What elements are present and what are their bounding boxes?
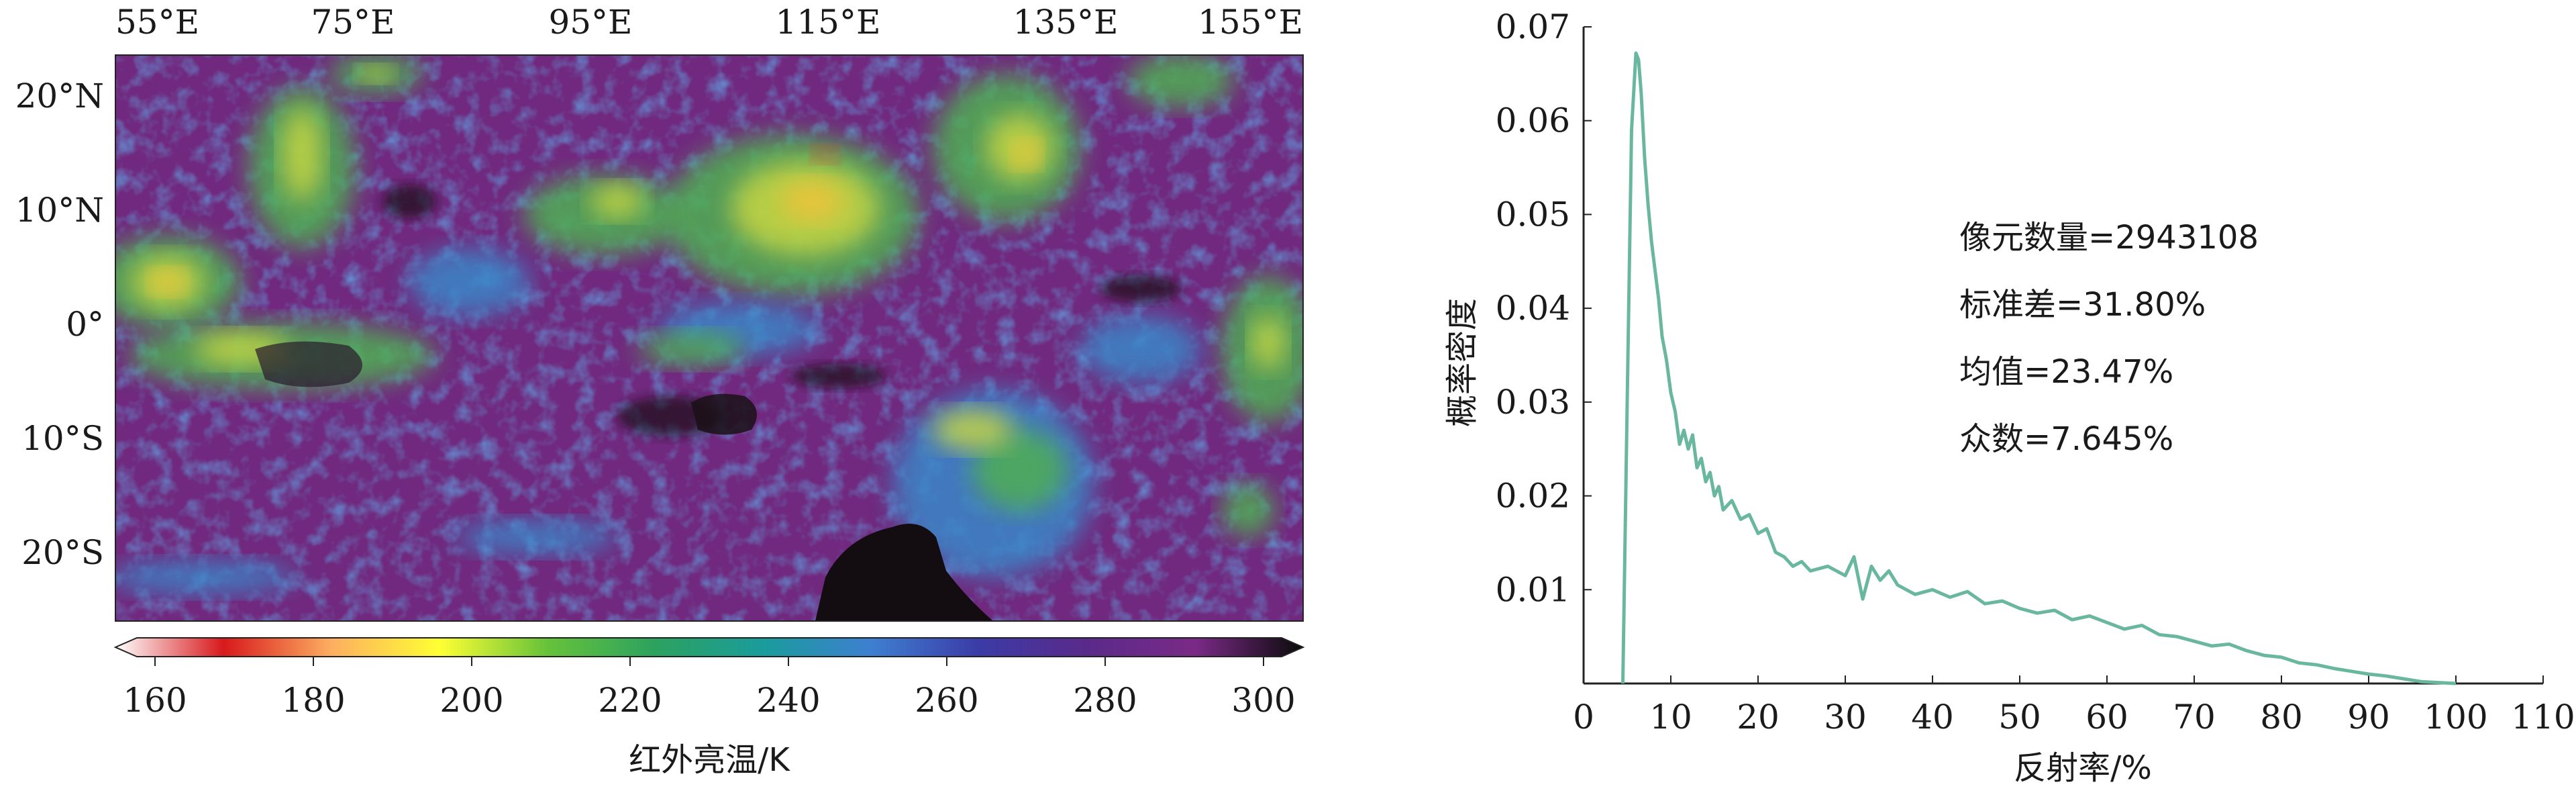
colorbar-tick-label: 220 bbox=[598, 681, 662, 720]
cloud-blob bbox=[456, 520, 617, 554]
colorbar: 160 180 200 220 240 260 280 300 红外亮温/K bbox=[113, 637, 1305, 779]
cloud-fields bbox=[115, 55, 1303, 594]
latitude-labels: 20°N 10°N 0° 10°S 20°S bbox=[15, 77, 104, 572]
cloud-blob bbox=[973, 430, 1067, 510]
ir-map-panel: 55°E 75°E 95°E 115°E 135°E 155°E 20°N 10°N 0° 10… bbox=[15, 3, 1305, 779]
x-tick-label: 10 bbox=[1649, 698, 1692, 737]
colorbar-tick-label: 260 bbox=[915, 681, 978, 720]
annotation-pixel-count: 像元数量=2943108 bbox=[1959, 219, 2259, 256]
cloud-blob bbox=[151, 270, 185, 294]
colorbar-tick-label: 200 bbox=[440, 681, 503, 720]
cloud-blob bbox=[1221, 483, 1275, 537]
cloud-blob bbox=[813, 146, 837, 162]
colorbar-tick-label: 240 bbox=[756, 681, 820, 720]
series-points bbox=[1622, 53, 2457, 684]
x-tick-label: 90 bbox=[2347, 698, 2390, 737]
cloud-blob bbox=[282, 107, 322, 201]
lon-label: 55°E bbox=[115, 3, 199, 42]
colorbar-tick-label: 300 bbox=[1231, 681, 1295, 720]
clear-sky-patch bbox=[382, 185, 436, 218]
y-tick-label: 0.02 bbox=[1496, 477, 1570, 516]
cloud-blob bbox=[1251, 316, 1285, 369]
lon-label: 95°E bbox=[548, 3, 632, 42]
x-tick-label: 70 bbox=[2173, 698, 2216, 737]
x-tick-label: 20 bbox=[1737, 698, 1780, 737]
pdf-chart-panel: 0 10 20 30 40 50 60 70 80 90 100 110 0.010.020.030.… bbox=[1443, 7, 2575, 787]
x-tick-label: 0 bbox=[1573, 698, 1594, 737]
lat-label: 0° bbox=[66, 305, 104, 344]
x-tick-label: 50 bbox=[1998, 698, 2041, 737]
cloud-blob bbox=[590, 185, 644, 218]
dark-land-borneo bbox=[691, 393, 757, 435]
lon-label: 115°E bbox=[776, 3, 881, 42]
lat-label: 20°N bbox=[15, 77, 104, 115]
x-tick-label: 40 bbox=[1911, 698, 1954, 737]
x-tick-label: 60 bbox=[2085, 698, 2128, 737]
lat-label: 20°S bbox=[21, 533, 104, 572]
cloud-blob bbox=[409, 248, 530, 316]
y-tick-labels: 0.01 0.02 0.03 0.04 0.05 0.06 0.07 bbox=[1496, 7, 1592, 609]
y-tick-label: 0.04 bbox=[1496, 289, 1570, 328]
longitude-labels: 55°E 75°E 95°E 115°E 135°E 155°E bbox=[115, 3, 1303, 42]
cloud-blob bbox=[1080, 316, 1201, 383]
lat-label: 10°N bbox=[15, 191, 104, 230]
lon-label: 135°E bbox=[1013, 3, 1119, 42]
cloud-blob bbox=[1127, 55, 1235, 107]
cloud-blob bbox=[115, 561, 295, 594]
y-tick-label: 0.05 bbox=[1496, 195, 1570, 234]
stats-annotations: 像元数量=2943108 标准差=31.80% 均值=23.47% 众数=7.6… bbox=[1959, 219, 2259, 458]
y-tick-label: 0.06 bbox=[1496, 101, 1570, 140]
x-tick-label: 100 bbox=[2424, 698, 2487, 737]
colorbar-tick-label: 160 bbox=[123, 681, 187, 720]
cloud-blob bbox=[782, 181, 842, 222]
clear-sky-patch bbox=[792, 364, 886, 388]
annotation-mean: 均值=23.47% bbox=[1959, 353, 2173, 391]
y-tick-label: 0.01 bbox=[1496, 570, 1570, 609]
chart-axes bbox=[1582, 27, 2543, 685]
y-tick-label: 0.07 bbox=[1496, 7, 1570, 46]
annotation-std: 标准差=31.80% bbox=[1959, 286, 2206, 324]
colorbar-tick-label: 280 bbox=[1073, 681, 1137, 720]
series-line bbox=[1621, 51, 2457, 686]
lon-label: 75°E bbox=[311, 3, 395, 42]
australia-landmass bbox=[815, 524, 993, 621]
annotation-mode: 众数=7.645% bbox=[1959, 420, 2173, 458]
cloud-blob bbox=[359, 66, 393, 82]
x-tick-label: 80 bbox=[2260, 698, 2303, 737]
colorbar-body bbox=[113, 637, 1305, 657]
x-tick-label: 110 bbox=[2511, 698, 2575, 737]
y-axis-label: 概率密度 bbox=[1443, 298, 1481, 427]
x-tick-label: 30 bbox=[1824, 698, 1867, 737]
cloud-blob bbox=[933, 410, 1013, 450]
dark-land-arabia bbox=[255, 341, 362, 387]
cloud-blob bbox=[637, 332, 745, 366]
clear-sky-patch bbox=[1100, 275, 1181, 302]
x-axis-label: 反射率/% bbox=[2014, 749, 2152, 787]
colorbar-ticks: 160 180 200 220 240 260 280 300 bbox=[123, 657, 1296, 720]
map-frame bbox=[115, 54, 1304, 622]
y-tick-label: 0.03 bbox=[1496, 383, 1570, 422]
colorbar-tick-label: 180 bbox=[281, 681, 345, 720]
colorbar-label: 红外亮温/K bbox=[629, 741, 790, 779]
lon-label: 155°E bbox=[1198, 3, 1303, 42]
cloud-blob bbox=[1013, 141, 1040, 168]
x-tick-labels: 0 10 20 30 40 50 60 70 80 90 100 110 bbox=[1573, 675, 2575, 737]
lat-label: 10°S bbox=[21, 419, 104, 458]
